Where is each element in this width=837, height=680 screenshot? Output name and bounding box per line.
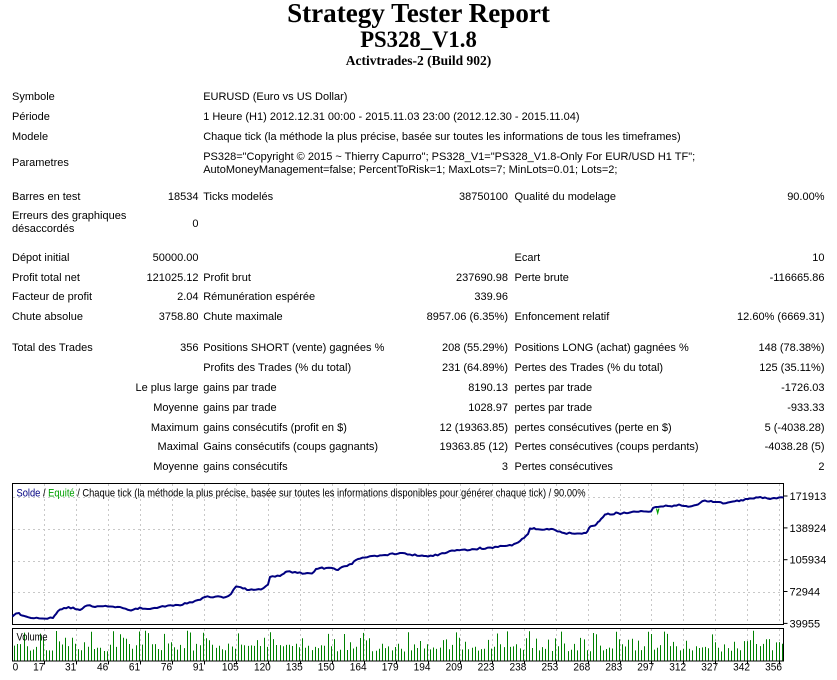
svg-text:297: 297 [637, 661, 654, 673]
svg-text:61: 61 [129, 661, 140, 673]
svg-text:179: 179 [382, 661, 399, 673]
svg-text:Volume: Volume [16, 632, 47, 644]
svg-text:72944: 72944 [790, 587, 821, 599]
svg-text:194: 194 [414, 661, 431, 673]
svg-text:120: 120 [254, 661, 271, 673]
svg-text:91: 91 [193, 661, 204, 673]
svg-text:171913: 171913 [790, 491, 827, 503]
svg-text:342: 342 [733, 661, 750, 673]
svg-text:17: 17 [33, 661, 44, 673]
svg-text:312: 312 [669, 661, 686, 673]
svg-text:105: 105 [222, 661, 239, 673]
svg-text:105934: 105934 [790, 555, 827, 567]
svg-text:356: 356 [765, 661, 782, 673]
svg-text:223: 223 [478, 661, 495, 673]
svg-text:164: 164 [350, 661, 367, 673]
svg-text:138924: 138924 [790, 523, 827, 535]
svg-text:268: 268 [573, 661, 590, 673]
svg-text:238: 238 [510, 661, 527, 673]
svg-text:135: 135 [286, 661, 303, 673]
svg-text:283: 283 [605, 661, 622, 673]
svg-text:31: 31 [65, 661, 76, 673]
svg-text:327: 327 [701, 661, 718, 673]
svg-text:253: 253 [541, 661, 558, 673]
svg-text:150: 150 [318, 661, 335, 673]
svg-text:209: 209 [446, 661, 463, 673]
svg-text:76: 76 [161, 661, 172, 673]
svg-text:0: 0 [13, 661, 19, 673]
svg-text:Solde / Equité / Chaque tick (: Solde / Equité / Chaque tick (la méthode… [16, 488, 585, 500]
svg-text:39955: 39955 [790, 618, 821, 630]
svg-text:46: 46 [97, 661, 108, 673]
